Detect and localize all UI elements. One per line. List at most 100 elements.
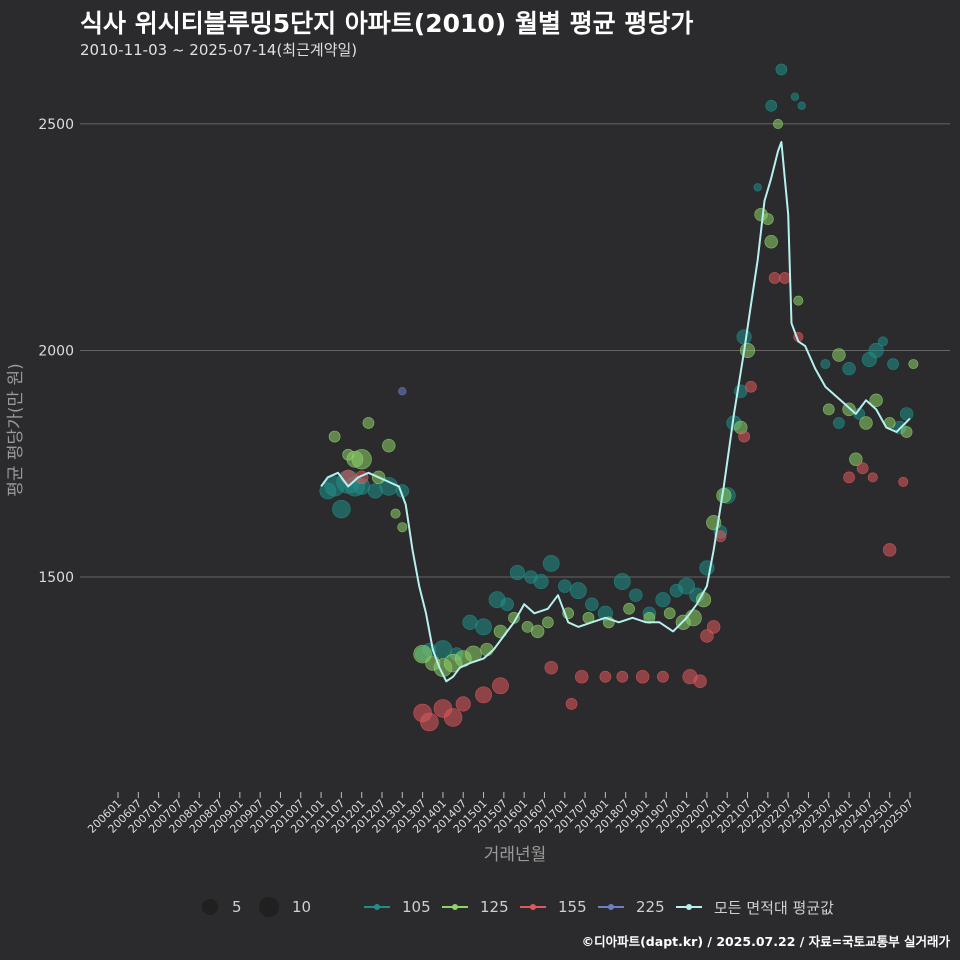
scatter-point-155 <box>843 471 855 484</box>
scatter-point-125 <box>623 602 635 615</box>
scatter-point-155 <box>700 629 714 643</box>
legend-105-label: 105 <box>402 898 431 916</box>
scatter-point-155 <box>768 272 781 284</box>
scatter-point-105 <box>678 577 696 595</box>
legend-average-swatch <box>676 904 702 910</box>
legend: 5 10 105 125 155 225 모든 면적대 평균값 <box>0 893 960 921</box>
scatter-point-125 <box>772 118 783 129</box>
legend-size-small-marker <box>202 899 218 915</box>
scatter-point-105 <box>462 614 478 630</box>
scatter-point-155 <box>867 472 878 483</box>
scatter-point-125 <box>764 235 778 249</box>
scatter-point-125 <box>362 417 375 429</box>
scatter-point-105 <box>820 359 831 370</box>
legend-125-label: 125 <box>480 898 509 916</box>
scatter-point-155 <box>475 686 492 704</box>
scatter-point-125 <box>382 438 396 453</box>
scatter-point-105 <box>509 564 525 581</box>
chart-title: 식사 위시티블루밍5단지 아파트(2010) 월별 평균 평당가 <box>80 9 694 38</box>
legend-105-swatch <box>364 904 390 910</box>
legend-155-swatch <box>520 904 546 910</box>
y-axis-title: 평균 평당가(만 원) <box>6 363 26 497</box>
scatter-point-155 <box>745 380 757 393</box>
scatter-point-125 <box>397 522 408 533</box>
scatter-point-125 <box>869 393 883 408</box>
scatter-point-125 <box>908 359 919 370</box>
scatter-point-105 <box>500 597 514 611</box>
y-tick-label: 1500 <box>38 570 74 586</box>
legend-155-label: 155 <box>558 898 587 916</box>
scatter-point-105 <box>765 99 778 112</box>
y-tick-label: 2500 <box>38 117 74 133</box>
scatter-point-105 <box>842 361 856 376</box>
scatter-point-105 <box>533 574 549 590</box>
scatter-point-125 <box>541 616 554 629</box>
scatter-point-155 <box>574 670 589 684</box>
legend-average-label: 모든 면적대 평균값 <box>714 898 834 917</box>
footer-credit: ©디아파트(dapt.kr) / 2025.07.22 / 자료=국토교통부 실… <box>581 934 950 949</box>
scatter-point-105 <box>790 92 800 101</box>
scatter-point-125 <box>390 508 401 519</box>
legend-series-225: 225 <box>598 893 665 921</box>
legend-series-155: 155 <box>520 893 587 921</box>
scatter-point-155 <box>693 674 707 688</box>
scatter-point-155 <box>706 620 721 634</box>
scatter-point-105 <box>475 618 492 636</box>
legend-size-large: 10 <box>258 893 311 921</box>
scatter-point-105 <box>887 358 899 370</box>
scatter-point-105 <box>868 342 884 359</box>
scatter-point-155 <box>657 670 669 683</box>
legend-series-average: 모든 면적대 평균값 <box>676 893 834 921</box>
scatter-point-125 <box>328 430 341 443</box>
scatter-point-105 <box>542 555 560 572</box>
scatter-point-125 <box>849 452 863 466</box>
scatter-point-155 <box>565 698 578 710</box>
scatter-point-105 <box>558 579 572 593</box>
scatter-point-105 <box>877 336 888 347</box>
scatter-point-125 <box>643 611 656 624</box>
scatter-point-155 <box>455 696 471 712</box>
scatter-point-125 <box>761 213 774 225</box>
legend-225-swatch <box>598 904 624 910</box>
scatter-point-105 <box>613 573 631 590</box>
scatter-point-105 <box>629 588 643 602</box>
scatter-point-125 <box>832 348 846 362</box>
scatter-point-155 <box>544 660 558 675</box>
scatter-point-155 <box>599 670 612 683</box>
scatter-point-155 <box>492 677 509 695</box>
legend-size-small: 5 <box>200 893 242 921</box>
scatter-point-105 <box>332 499 351 519</box>
scatter-point-155 <box>616 670 629 683</box>
average-price-line <box>320 141 911 683</box>
scatter-point-105 <box>899 407 914 421</box>
legend-125-swatch <box>442 904 468 910</box>
y-tick-label: 2000 <box>38 343 74 359</box>
scatter-point-125 <box>530 624 545 639</box>
scatter-point-155 <box>778 272 791 284</box>
scatter-point-155 <box>420 712 439 732</box>
scatter-point-225 <box>398 387 407 396</box>
scatter-point-105 <box>797 101 806 110</box>
x-axis-title: 거래년월 <box>484 845 547 865</box>
scatter-point-105 <box>585 597 599 611</box>
scatter-point-125 <box>663 607 676 620</box>
scatter-point-155 <box>635 670 650 684</box>
scatter-point-105 <box>833 417 845 429</box>
scatter-point-155 <box>898 476 909 487</box>
scatter-point-105 <box>753 183 762 192</box>
scatter-point-105 <box>569 582 587 600</box>
scatter-point-105 <box>775 63 788 76</box>
scatter-point-105 <box>736 329 752 345</box>
legend-size-small-label: 5 <box>232 898 242 916</box>
scatter-point-155 <box>856 462 869 475</box>
scatter-point-125 <box>351 449 372 470</box>
chart-subtitle: 2010-11-03 ~ 2025-07-14(최근계약일) <box>80 41 358 59</box>
scatter-point-105 <box>655 592 671 608</box>
scatter-point-125 <box>859 416 873 430</box>
scatter-point-125 <box>480 642 494 657</box>
legend-series-125: 125 <box>442 893 509 921</box>
legend-series-105: 105 <box>364 893 431 921</box>
legend-size-large-label: 10 <box>292 898 312 916</box>
legend-size-large-marker <box>259 897 279 917</box>
